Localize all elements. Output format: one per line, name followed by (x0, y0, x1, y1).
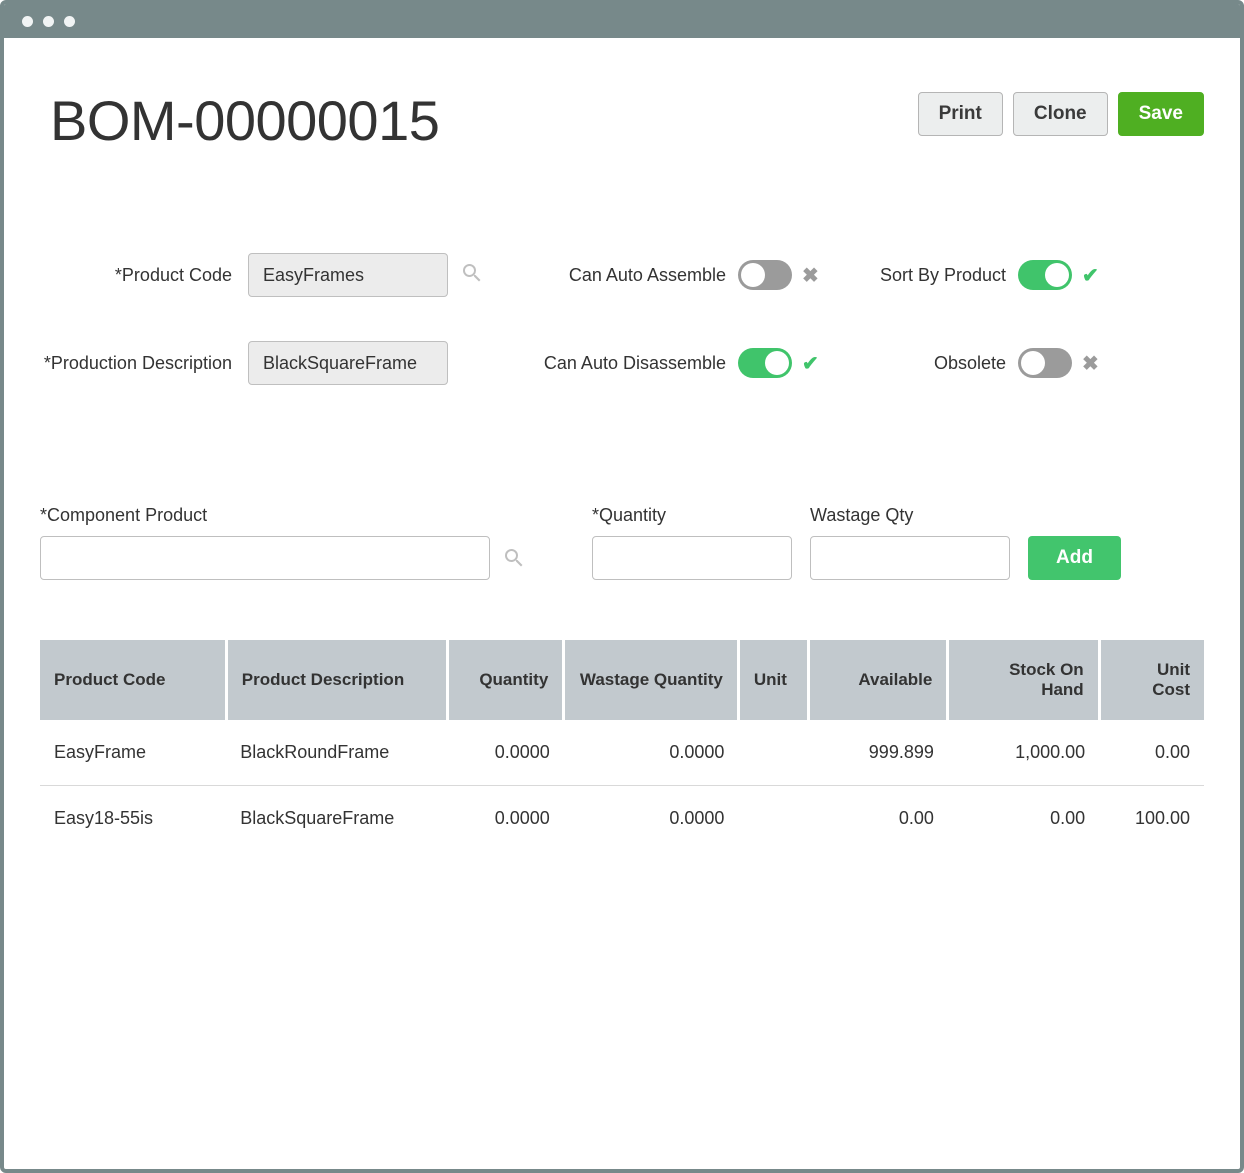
cell-available: 0.00 (808, 786, 948, 852)
window-dot-icon (64, 16, 75, 27)
check-icon: ✔ (802, 351, 819, 376)
can-auto-assemble-label: Can Auto Assemble (478, 265, 738, 286)
sort-by-product-label: Sort By Product (828, 265, 1018, 286)
sort-by-product-switch-cell: ✔ (1018, 260, 1108, 290)
wastage-input[interactable] (810, 536, 1010, 580)
cell-product_description: BlackRoundFrame (226, 720, 447, 786)
wastage-field: Wastage Qty (810, 505, 1010, 580)
th-product-code: Product Code (40, 640, 226, 720)
save-button[interactable]: Save (1118, 92, 1204, 136)
cell-wastage_quantity: 0.0000 (564, 786, 739, 852)
table-header-row: Product Code Product Description Quantit… (40, 640, 1204, 720)
cell-product_description: BlackSquareFrame (226, 786, 447, 852)
page-title: BOM-00000015 (40, 88, 439, 153)
obsolete-switch-cell: ✖ (1018, 348, 1108, 378)
th-unit: Unit (738, 640, 808, 720)
cell-unit_cost: 0.00 (1099, 720, 1204, 786)
product-code-label: *Product Code (40, 265, 248, 286)
search-icon[interactable] (502, 536, 526, 580)
print-button[interactable]: Print (918, 92, 1003, 136)
product-code-field-wrap (248, 253, 478, 297)
can-auto-assemble-toggle[interactable] (738, 260, 792, 290)
component-product-label: *Component Product (40, 505, 490, 526)
page-content: BOM-00000015 Print Clone Save *Product C… (4, 38, 1240, 851)
can-auto-disassemble-label: Can Auto Disassemble (478, 353, 738, 374)
quantity-label: *Quantity (592, 505, 792, 526)
add-component-row: *Component Product *Quantity Wastage Qty… (40, 505, 1204, 580)
can-auto-disassemble-toggle[interactable] (738, 348, 792, 378)
window-dot-icon (22, 16, 33, 27)
production-description-input[interactable] (248, 341, 448, 385)
cross-icon: ✖ (1082, 351, 1099, 376)
titlebar (4, 4, 1240, 38)
page-header: BOM-00000015 Print Clone Save (40, 88, 1204, 153)
quantity-input[interactable] (592, 536, 792, 580)
table-row[interactable]: EasyFrameBlackRoundFrame0.00000.0000999.… (40, 720, 1204, 786)
bom-form: *Product Code Can Auto Assemble ✖ Sort B… (40, 253, 1204, 385)
obsolete-label: Obsolete (828, 353, 1018, 374)
cell-unit_cost: 100.00 (1099, 786, 1204, 852)
th-quantity: Quantity (447, 640, 563, 720)
cell-quantity: 0.0000 (447, 720, 563, 786)
window-frame: BOM-00000015 Print Clone Save *Product C… (0, 0, 1244, 1173)
product-code-input[interactable] (248, 253, 448, 297)
cell-stock_on_hand: 0.00 (948, 786, 1099, 852)
cell-unit (738, 720, 808, 786)
th-unit-cost: Unit Cost (1099, 640, 1204, 720)
production-description-label: *Production Description (40, 353, 248, 374)
th-stock-on-hand: Stock On Hand (948, 640, 1099, 720)
cell-wastage_quantity: 0.0000 (564, 720, 739, 786)
th-product-description: Product Description (226, 640, 447, 720)
cross-icon: ✖ (802, 263, 819, 288)
clone-button[interactable]: Clone (1013, 92, 1108, 136)
th-available: Available (808, 640, 948, 720)
cell-product_code: EasyFrame (40, 720, 226, 786)
cell-available: 999.899 (808, 720, 948, 786)
cell-product_code: Easy18-55is (40, 786, 226, 852)
quantity-field: *Quantity (592, 505, 792, 580)
component-product-input[interactable] (40, 536, 490, 580)
production-description-field-wrap (248, 341, 478, 385)
window-dot-icon (43, 16, 54, 27)
can-auto-assemble-switch-cell: ✖ (738, 260, 828, 290)
can-auto-disassemble-switch-cell: ✔ (738, 348, 828, 378)
th-wastage-quantity: Wastage Quantity (564, 640, 739, 720)
components-table: Product Code Product Description Quantit… (40, 640, 1204, 851)
check-icon: ✔ (1082, 263, 1099, 288)
cell-stock_on_hand: 1,000.00 (948, 720, 1099, 786)
obsolete-toggle[interactable] (1018, 348, 1072, 378)
cell-unit (738, 786, 808, 852)
sort-by-product-toggle[interactable] (1018, 260, 1072, 290)
add-button[interactable]: Add (1028, 536, 1121, 580)
wastage-label: Wastage Qty (810, 505, 1010, 526)
table-row[interactable]: Easy18-55isBlackSquareFrame0.00000.00000… (40, 786, 1204, 852)
cell-quantity: 0.0000 (447, 786, 563, 852)
component-product-field: *Component Product (40, 505, 490, 580)
header-actions: Print Clone Save (918, 92, 1204, 136)
